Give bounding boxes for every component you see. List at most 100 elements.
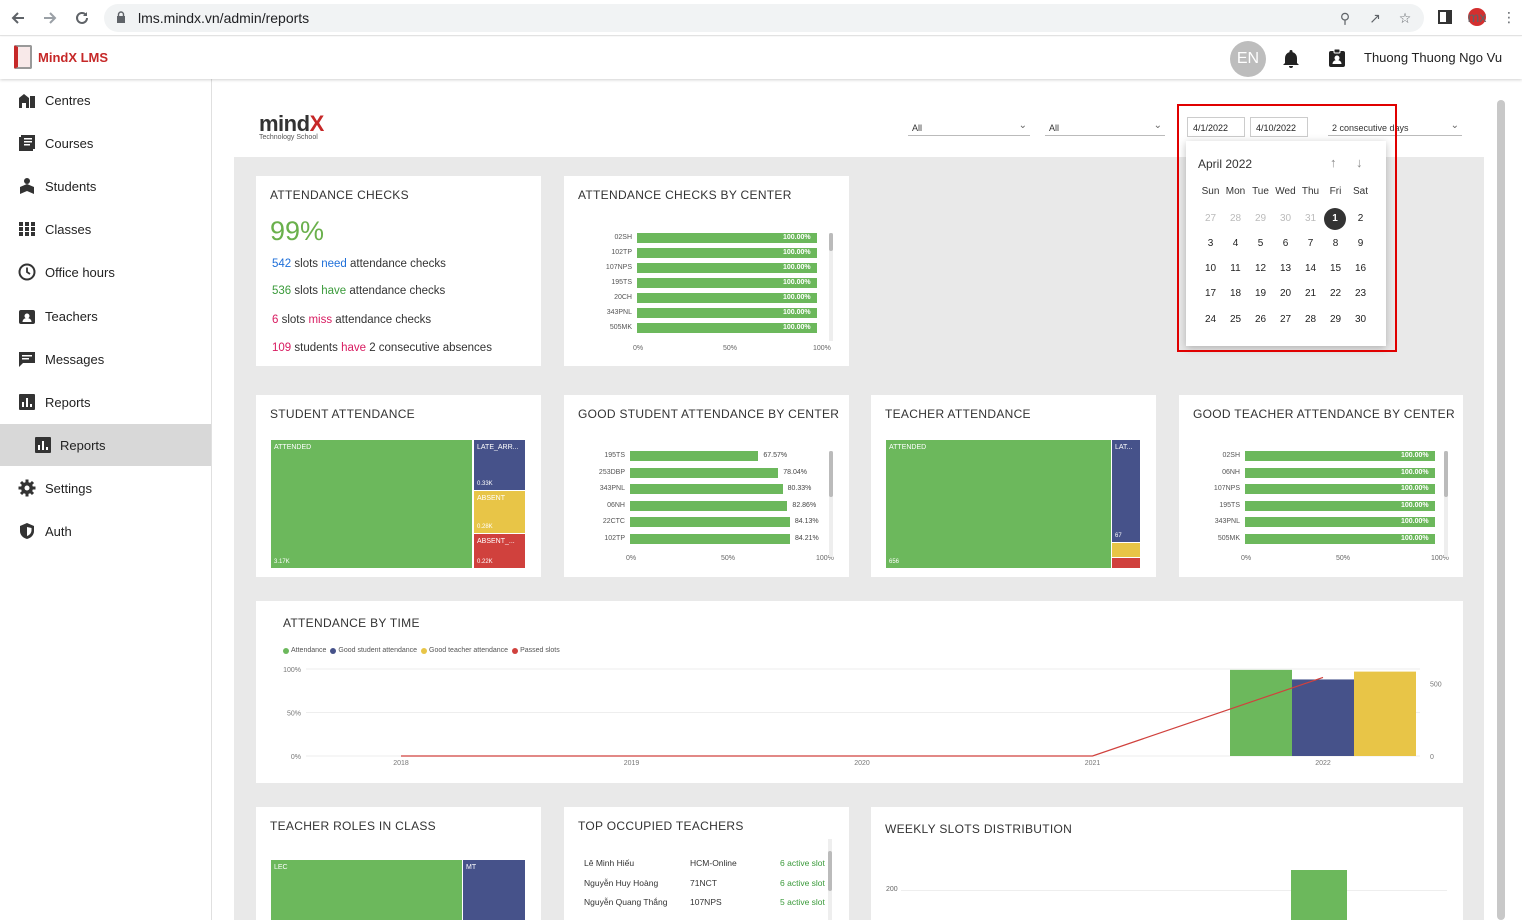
bar[interactable] <box>1245 517 1435 527</box>
sidebar-item-reports[interactable]: Reports <box>0 381 211 423</box>
calendar-day[interactable]: 4 <box>1232 238 1239 249</box>
user-name[interactable]: Thuong Thuong Ngo Vu <box>1364 50 1503 65</box>
calendar-day[interactable]: 27 <box>1279 314 1292 325</box>
bar[interactable] <box>637 323 817 333</box>
weekly-bar[interactable] <box>1291 870 1347 920</box>
treemap-absent-excused[interactable]: ABSENT_... 0.22K <box>474 534 525 568</box>
bar[interactable] <box>1245 467 1435 478</box>
calendar-day[interactable]: 18 <box>1229 288 1242 299</box>
calendar-day[interactable]: 17 <box>1204 288 1217 299</box>
bar[interactable] <box>1245 500 1435 511</box>
calendar-day[interactable]: 7 <box>1307 238 1314 249</box>
bar[interactable] <box>637 278 817 288</box>
chart-scrollbar[interactable] <box>829 451 833 557</box>
date-to-input[interactable]: 4/10/2022 <box>1250 117 1308 137</box>
bar[interactable] <box>630 517 790 527</box>
chart-scrollbar[interactable] <box>1444 451 1448 557</box>
bar[interactable] <box>1245 533 1435 544</box>
calendar-day[interactable]: 26 <box>1254 314 1267 325</box>
bar[interactable] <box>1245 451 1435 461</box>
treemap-attended[interactable]: ATTENDED 3.17K <box>271 440 472 568</box>
calendar-day[interactable]: 30 <box>1354 314 1367 325</box>
chart-scroll-thumb[interactable] <box>829 233 833 251</box>
zoom-icon[interactable]: ⚲ <box>1339 9 1351 26</box>
language-button[interactable]: EN <box>1230 41 1266 77</box>
calendar-day[interactable]: 3 <box>1207 238 1214 249</box>
side-panel-icon[interactable] <box>1436 8 1454 26</box>
share-icon[interactable]: ↗ <box>1369 9 1381 26</box>
address-bar[interactable]: lms.mindx.vn/admin/reports ⚲ ↗ ☆ <box>104 4 1424 32</box>
treemap-teacher-absent[interactable] <box>1112 543 1140 557</box>
chart-scroll-thumb[interactable] <box>829 451 833 497</box>
time-bar[interactable] <box>1230 669 1292 756</box>
calendar-day[interactable]: 28 <box>1229 213 1242 224</box>
legend-item[interactable]: Good student attendance <box>330 647 417 654</box>
calendar-day[interactable]: 29 <box>1254 213 1267 224</box>
chart-scroll-thumb[interactable] <box>1444 451 1448 497</box>
time-bar[interactable] <box>1292 679 1354 756</box>
calendar-day[interactable]: 11 <box>1230 263 1241 274</box>
calendar-day[interactable]: 1 <box>1324 208 1346 230</box>
legend-item[interactable]: Passed slots <box>512 647 560 654</box>
legend-item[interactable]: Good teacher attendance <box>421 647 508 654</box>
reload-icon[interactable] <box>70 6 94 30</box>
bar[interactable] <box>630 533 790 544</box>
treemap-absent[interactable]: ABSENT 0.28K <box>474 491 525 533</box>
calendar-day[interactable]: 27 <box>1204 213 1217 224</box>
bar[interactable] <box>630 467 779 478</box>
sidebar-item-students[interactable]: Students <box>0 165 211 207</box>
calendar-day[interactable]: 2 <box>1357 213 1364 224</box>
treemap-mt[interactable]: MT <box>463 860 525 920</box>
more-menu-icon[interactable]: ⋮ <box>1502 8 1516 25</box>
sidebar-item-auth[interactable]: Auth <box>0 510 211 552</box>
star-icon[interactable]: ☆ <box>1398 9 1412 26</box>
calendar-day[interactable]: 15 <box>1329 263 1342 274</box>
chart-scrollbar[interactable] <box>829 233 833 341</box>
calendar-day[interactable]: 13 <box>1279 263 1292 274</box>
bar[interactable] <box>637 248 817 258</box>
arrow-up-icon[interactable]: ↑ <box>1330 155 1337 170</box>
profile-avatar[interactable]: mx <box>1467 8 1487 26</box>
sidebar-item-courses[interactable]: Courses <box>0 122 211 164</box>
bar[interactable] <box>637 293 817 303</box>
calendar-day[interactable]: 25 <box>1229 314 1242 325</box>
legend-item[interactable]: Attendance <box>283 647 326 654</box>
calendar-day[interactable]: 9 <box>1357 238 1364 249</box>
calendar-day[interactable]: 12 <box>1254 263 1267 274</box>
bell-icon[interactable] <box>1282 49 1300 74</box>
sidebar-item-settings[interactable]: Settings <box>0 467 211 509</box>
treemap-teacher-attended[interactable]: ATTENDED 656 <box>886 440 1111 568</box>
calendar-day[interactable]: 29 <box>1329 314 1342 325</box>
calendar-day[interactable]: 31 <box>1304 213 1317 224</box>
calendar-day[interactable]: 28 <box>1304 314 1317 325</box>
calendar-day[interactable]: 23 <box>1354 288 1367 299</box>
bar[interactable] <box>637 263 817 273</box>
calendar-day[interactable]: 6 <box>1282 238 1289 249</box>
consecutive-days-dropdown[interactable]: 2 consecutive days ⌄ <box>1328 118 1462 136</box>
sidebar-item-classes[interactable]: Classes <box>0 208 211 250</box>
filter-dropdown-1[interactable]: All ⌄ <box>908 118 1030 136</box>
arrow-down-icon[interactable]: ↓ <box>1356 155 1363 170</box>
filter-dropdown-2[interactable]: All ⌄ <box>1045 118 1165 136</box>
calendar-day[interactable]: 24 <box>1204 314 1217 325</box>
bar[interactable] <box>630 451 759 461</box>
time-bar[interactable] <box>1354 671 1416 756</box>
calendar-day[interactable]: 22 <box>1329 288 1342 299</box>
forward-icon[interactable] <box>38 6 62 30</box>
treemap-teacher-other[interactable] <box>1112 558 1140 568</box>
table-scroll-thumb[interactable] <box>828 851 832 891</box>
sidebar-subitem-reports[interactable]: Reports <box>0 424 211 466</box>
calendar-day[interactable]: 30 <box>1279 213 1292 224</box>
calendar-day[interactable]: 10 <box>1204 263 1217 274</box>
treemap-teacher-late[interactable]: LAT... 67 <box>1112 440 1140 542</box>
bar[interactable] <box>637 233 817 243</box>
bar[interactable] <box>630 484 783 494</box>
sidebar-item-teachers[interactable]: Teachers <box>0 295 211 337</box>
sidebar-item-office-hours[interactable]: Office hours <box>0 251 211 293</box>
back-icon[interactable] <box>6 6 30 30</box>
date-from-input[interactable]: 4/1/2022 <box>1187 117 1245 137</box>
treemap-late[interactable]: LATE_ARR... 0.33K <box>474 440 525 490</box>
calendar-day[interactable]: 20 <box>1279 288 1292 299</box>
calendar-day[interactable]: 19 <box>1254 288 1267 299</box>
bar[interactable] <box>630 500 788 511</box>
